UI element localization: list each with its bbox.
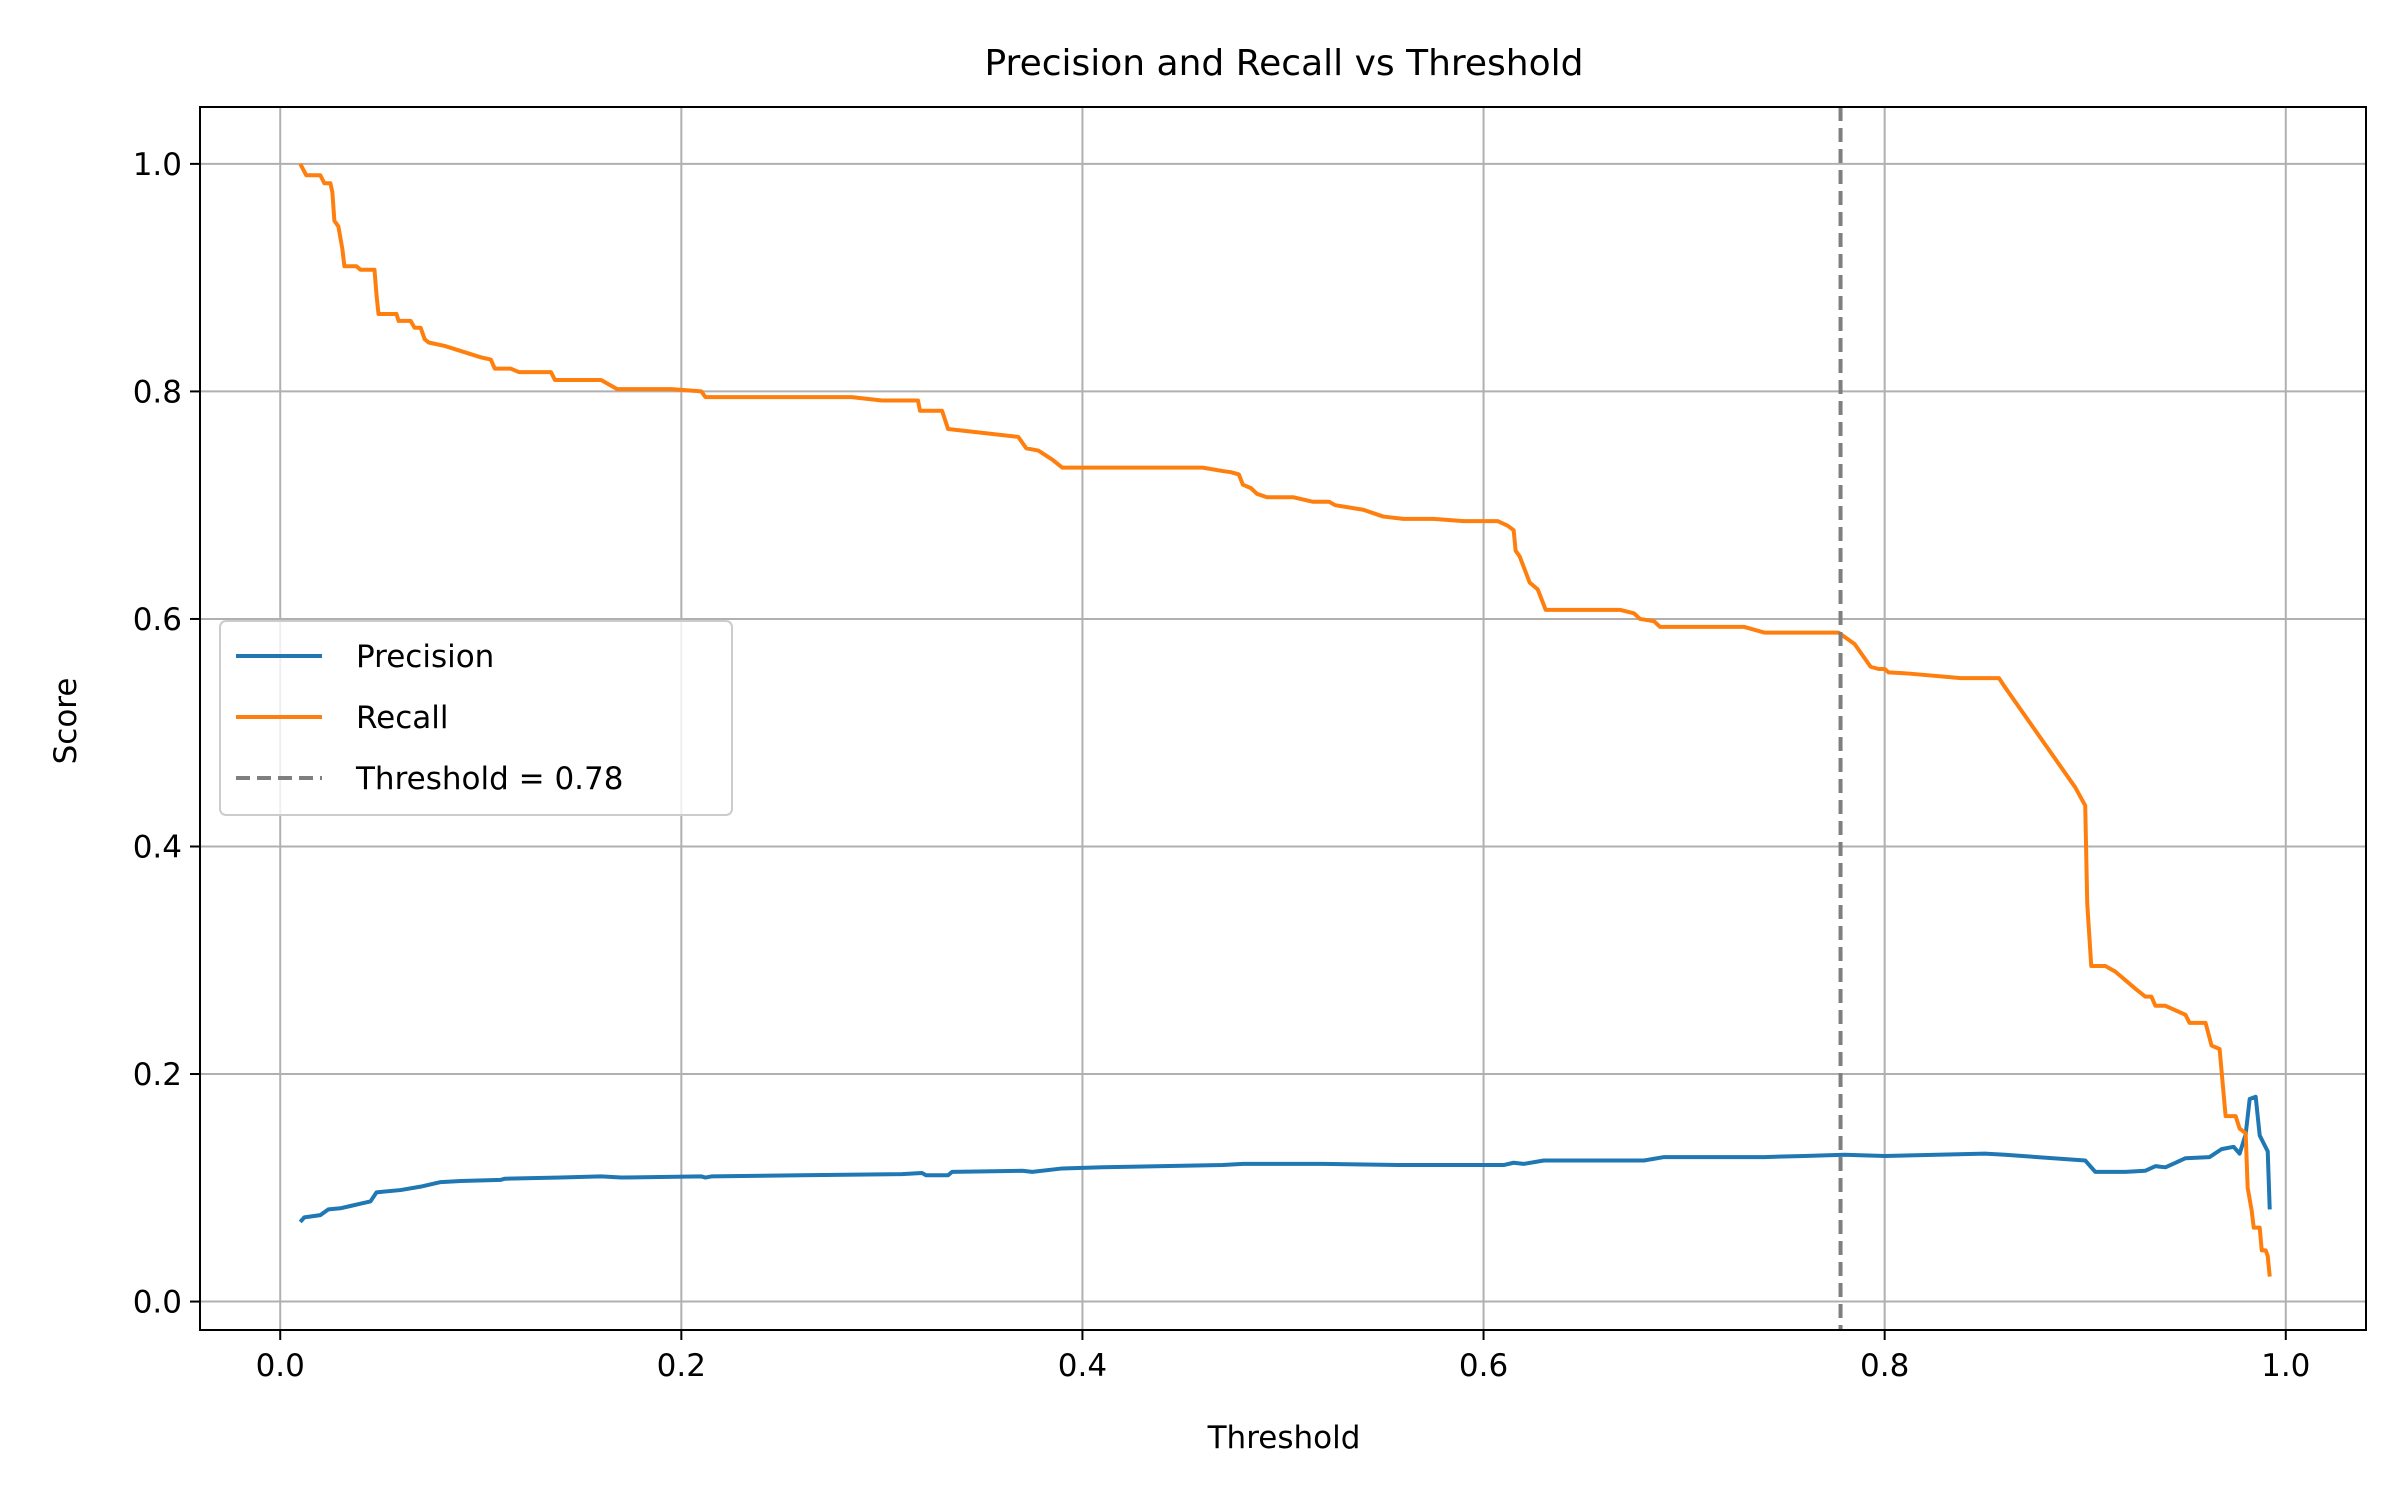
- legend-frame: [219, 620, 733, 816]
- series-clip-group: [298, 107, 2272, 1330]
- legend-label-recall: Recall: [356, 700, 449, 736]
- y-tick-label: 0.8: [133, 374, 182, 410]
- y-tick-label: 0.0: [133, 1285, 182, 1321]
- x-tick-label: 0.8: [1860, 1348, 1909, 1384]
- x-tick-label: 1.0: [2261, 1348, 2310, 1384]
- x-tick-label: 0.2: [657, 1348, 706, 1384]
- y-tick-label: 0.6: [133, 602, 182, 638]
- x-tick-label: 0.4: [1058, 1348, 1107, 1384]
- series-line-recall: [298, 162, 2272, 1277]
- series-line-precision: [298, 1094, 2272, 1224]
- x-tick-label: 0.6: [1459, 1348, 1508, 1384]
- chart-title: Precision and Recall vs Threshold: [984, 43, 1583, 84]
- y-axis-label: Score: [48, 678, 84, 765]
- y-tick-label: 1.0: [133, 147, 182, 183]
- y-tick-label: 0.4: [133, 829, 182, 865]
- legend-label-precision: Precision: [356, 639, 494, 675]
- grid: [200, 107, 2366, 1330]
- legend: Precision Recall Threshold = 0.78: [219, 620, 733, 816]
- x-tick-label: 0.0: [256, 1348, 305, 1384]
- series-layer: [298, 107, 2272, 1330]
- y-tick-label: 0.2: [133, 1057, 182, 1093]
- axes-frame: [199, 106, 2367, 1331]
- x-axis-label: Threshold: [1207, 1420, 1361, 1456]
- legend-label-threshold: Threshold = 0.78: [355, 761, 623, 797]
- ticks: 0.0 0.2 0.4 0.6 0.8 1.0 0.0 0.2 0.4 0.6 0.8 1.0: [133, 147, 2311, 1384]
- plot-border: [199, 106, 2367, 1331]
